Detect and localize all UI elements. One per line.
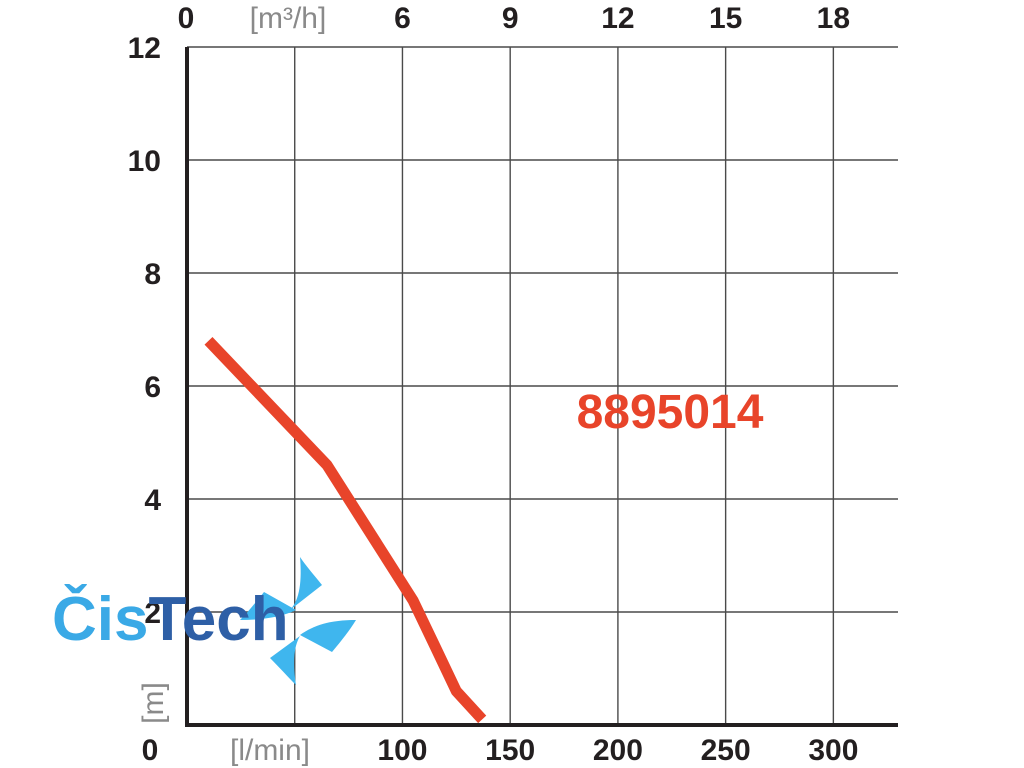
x2-tick-label-15: 15 <box>709 2 742 35</box>
x-tick-label-250: 250 <box>701 734 751 767</box>
y-tick-label-4: 4 <box>144 484 161 517</box>
x-tick-label-0: 0 <box>142 734 159 767</box>
y-tick-label-10: 10 <box>128 145 161 178</box>
y-tick-label-8: 8 <box>144 258 161 291</box>
y-axis-label: [m] <box>137 682 170 724</box>
logo-arrows-mark <box>240 557 356 685</box>
svg-text:ČisTech: ČisTech <box>52 585 289 654</box>
logo-text-tech: Tech <box>148 585 288 654</box>
y-tick-labels: 2 4 6 8 10 12 <box>128 32 162 630</box>
x2-tick-label-0: 0 <box>178 2 195 35</box>
model-label: 8895014 <box>577 386 764 439</box>
cistech-logo: ČisTech <box>52 557 356 685</box>
axes <box>185 47 898 727</box>
x2-tick-label-6: 6 <box>394 2 411 35</box>
x-tick-label-200: 200 <box>593 734 643 767</box>
y-tick-label-6: 6 <box>144 371 161 404</box>
series-line-8895014 <box>204 337 487 724</box>
x2-tick-labels: 0 6 9 12 15 18 <box>178 2 850 35</box>
x2-tick-label-12: 12 <box>601 2 634 35</box>
x-tick-labels: 0 100 150 200 250 300 <box>142 734 859 767</box>
x-axis-label: [l/min] <box>230 734 310 767</box>
y-tick-label-12: 12 <box>128 32 161 65</box>
x2-tick-label-18: 18 <box>817 2 850 35</box>
x-tick-label-150: 150 <box>485 734 535 767</box>
y-tick-label-2: 2 <box>144 597 161 630</box>
logo-text-cis: Čis <box>52 585 148 654</box>
x2-axis-label: [m³/h] <box>250 2 327 35</box>
x2-tick-label-9: 9 <box>502 2 519 35</box>
grid-lines <box>187 46 898 725</box>
x-tick-label-300: 300 <box>808 734 858 767</box>
x-tick-label-100: 100 <box>377 734 427 767</box>
